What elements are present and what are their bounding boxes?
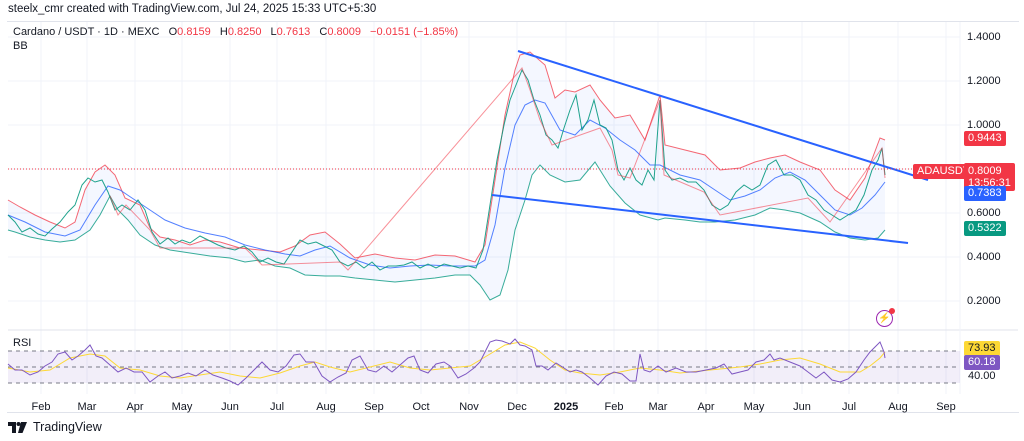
change-value: −0.0151 (−1.85%)	[370, 26, 459, 38]
bb-basis-tag: 0.7383	[964, 186, 1006, 201]
rsi-indicator-label[interactable]: RSI	[13, 337, 32, 349]
time-tick: Jul	[269, 401, 285, 413]
time-tick: Apr	[697, 401, 715, 413]
price-tick: 1.4000	[967, 31, 1001, 43]
bb-upper-line	[7, 51, 886, 263]
symbol-tag: ADAUSDT	[913, 164, 974, 179]
time-tick: Nov	[459, 401, 479, 413]
time-tick-year: 2025	[553, 401, 579, 413]
time-tick: May	[171, 401, 193, 413]
time-tick: Mar	[77, 401, 97, 413]
candles	[7, 67, 886, 271]
close-label: C	[319, 26, 328, 38]
price-tick: 0.2000	[967, 295, 1001, 307]
chart-credit: steelx_cmr created with TradingView.com,…	[8, 3, 377, 15]
wedge-upper-trendline	[517, 50, 929, 181]
bb-lower-tag: 0.5322	[964, 221, 1006, 236]
high-value: 0.8250	[227, 26, 262, 38]
time-tick: Aug	[316, 401, 336, 413]
open-label: O	[168, 26, 178, 38]
notification-dot	[889, 308, 895, 314]
rsi-ma-line	[7, 341, 886, 379]
time-tick: Dec	[507, 401, 527, 413]
rsi-line	[7, 338, 886, 386]
time-tick: Jun	[793, 401, 811, 413]
symbol-name[interactable]: Cardano / USDT · 1D · MEXC	[13, 26, 160, 38]
bb-basis-line	[7, 99, 886, 269]
time-tick: Jul	[841, 401, 857, 413]
time-tick: Apr	[126, 401, 144, 413]
time-tick: Oct	[412, 401, 430, 413]
rsi-value-tag: 60.18	[964, 355, 1000, 370]
open-value: 0.8159	[177, 26, 211, 38]
time-tick: Feb	[604, 401, 624, 413]
rsi-level-tick: 40.00	[968, 370, 996, 382]
bb-indicator-label[interactable]: BB	[13, 40, 28, 52]
chart-frame	[7, 21, 1019, 413]
time-tick: Sep	[936, 401, 956, 413]
lightning-icon[interactable]: ⚡	[876, 308, 895, 327]
symbol-legend[interactable]: Cardano / USDT · 1D · MEXC O0.8159 H0.82…	[13, 26, 458, 38]
tradingview-brand: TradingView	[33, 420, 102, 434]
time-tick: Mar	[648, 401, 668, 413]
time-tick: May	[743, 401, 765, 413]
wedge-lower-trendline	[491, 194, 909, 244]
bb-fill	[8, 52, 885, 300]
time-tick: Sep	[364, 401, 384, 413]
low-label: L	[270, 26, 277, 38]
price-tick: 1.0000	[967, 119, 1001, 131]
high-label: H	[219, 26, 228, 38]
price-tick: 1.2000	[967, 75, 1001, 87]
time-tick: Feb	[31, 401, 51, 413]
tradingview-logo[interactable]: TradingView	[8, 420, 102, 434]
bb-lower-line	[7, 161, 886, 301]
time-tick: Jun	[221, 401, 239, 413]
rsi-ma-tag: 73.93	[964, 341, 1000, 356]
last-price-value: 0.8009	[968, 165, 1002, 177]
bb-upper-tag: 0.9443	[964, 131, 1006, 146]
close-value: 0.8009	[327, 26, 361, 38]
price-tick: 0.4000	[967, 251, 1001, 263]
time-tick: Aug	[888, 401, 908, 413]
low-value: 0.7613	[276, 26, 311, 38]
price-tick: 0.6000	[967, 207, 1001, 219]
tradingview-logo-icon	[8, 421, 27, 433]
grid-lines	[8, 22, 960, 394]
